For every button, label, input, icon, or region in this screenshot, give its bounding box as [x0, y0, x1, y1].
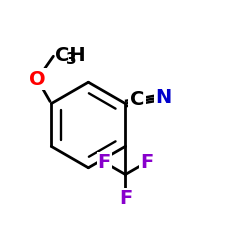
- Text: F: F: [140, 153, 153, 172]
- Text: F: F: [98, 153, 111, 172]
- Text: O: O: [29, 70, 46, 89]
- Text: C: C: [130, 90, 144, 109]
- Text: 3: 3: [66, 52, 77, 67]
- Text: CH: CH: [54, 46, 85, 64]
- Text: N: N: [156, 88, 172, 106]
- Text: F: F: [119, 190, 132, 208]
